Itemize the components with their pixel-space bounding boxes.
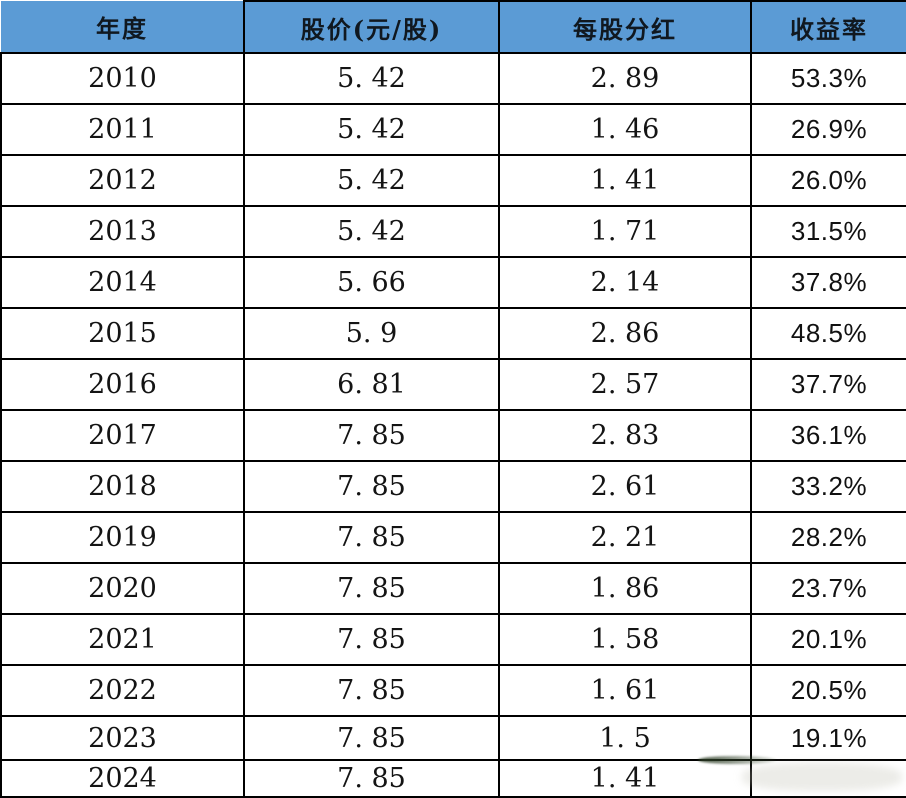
cell-year: 2017 (0, 409, 245, 462)
cell-year: 2022 (0, 664, 245, 717)
cell-price: 5. 42 (243, 154, 500, 207)
cell-dividend: 1. 5 (498, 715, 752, 761)
cell-year: 2020 (0, 562, 245, 615)
cell-dividend: 1. 61 (498, 664, 752, 717)
cell-yield: 20.5% (750, 664, 906, 717)
table-row: 2022 7. 85 1. 61 20.5% (0, 664, 906, 717)
cell-yield: 48.5% (750, 307, 906, 360)
table-row: 2013 5. 42 1. 71 31.5% (0, 205, 906, 258)
table-row: 2010 5. 42 2. 89 53.3% (0, 52, 906, 105)
cell-yield: 23.7% (750, 562, 906, 615)
table-row: 2020 7. 85 1. 86 23.7% (0, 562, 906, 615)
cell-year: 2011 (0, 103, 245, 156)
table-row: 2019 7. 85 2. 21 28.2% (0, 511, 906, 564)
table-row: 2012 5. 42 1. 41 26.0% (0, 154, 906, 207)
cell-year: 2018 (0, 460, 245, 513)
header-cell-yield: 收益率 (750, 0, 906, 54)
table-row: 2023 7. 85 1. 5 19.1% (0, 715, 906, 761)
cell-dividend: 2. 89 (498, 52, 752, 105)
cell-dividend: 2. 86 (498, 307, 752, 360)
cell-dividend: 2. 14 (498, 256, 752, 309)
cell-year: 2013 (0, 205, 245, 258)
cell-yield: 31.5% (750, 205, 906, 258)
cell-price: 5. 42 (243, 205, 500, 258)
table-row: 2017 7. 85 2. 83 36.1% (0, 409, 906, 462)
cell-dividend: 1. 86 (498, 562, 752, 615)
cell-price: 5. 42 (243, 103, 500, 156)
cell-price: 7. 85 (243, 511, 500, 564)
cell-dividend: 2. 21 (498, 511, 752, 564)
cell-year: 2014 (0, 256, 245, 309)
table-body: 2010 5. 42 2. 89 53.3% 2011 5. 42 1. 46 26.9% 20… (0, 52, 906, 798)
cell-year: 2016 (0, 358, 245, 411)
table-row: 2018 7. 85 2. 61 33.2% (0, 460, 906, 513)
cell-yield (750, 759, 906, 798)
cell-dividend: 2. 83 (498, 409, 752, 462)
cell-year: 2023 (0, 715, 245, 761)
cell-price: 7. 85 (243, 409, 500, 462)
header-cell-dividend: 每股分红 (498, 0, 752, 54)
table-row: 2021 7. 85 1. 58 20.1% (0, 613, 906, 666)
cell-yield: 33.2% (750, 460, 906, 513)
cell-yield: 28.2% (750, 511, 906, 564)
cell-yield: 26.9% (750, 103, 906, 156)
table-row: 2024 7. 85 1. 41 (0, 759, 906, 798)
cell-dividend: 1. 71 (498, 205, 752, 258)
cell-price: 7. 85 (243, 613, 500, 666)
cell-price: 7. 85 (243, 460, 500, 513)
cell-year: 2024 (0, 759, 245, 798)
cell-yield: 20.1% (750, 613, 906, 666)
cell-year: 2015 (0, 307, 245, 360)
cell-price: 7. 85 (243, 664, 500, 717)
table-header: 年度 股价(元/股) 每股分红 收益率 (1, 0, 906, 54)
table-row: 2014 5. 66 2. 14 37.8% (0, 256, 906, 309)
header-row: 年度 股价(元/股) 每股分红 收益率 (1, 0, 906, 54)
cell-yield: 37.7% (750, 358, 906, 411)
cell-dividend: 1. 46 (498, 103, 752, 156)
table-row: 2011 5. 42 1. 46 26.9% (0, 103, 906, 156)
cell-yield: 53.3% (750, 52, 906, 105)
cell-dividend: 1. 41 (498, 154, 752, 207)
cell-yield: 37.8% (750, 256, 906, 309)
cell-price: 7. 85 (243, 562, 500, 615)
cell-year: 2010 (0, 52, 245, 105)
table-row: 2015 5. 9 2. 86 48.5% (0, 307, 906, 360)
cell-price: 7. 85 (243, 759, 500, 798)
cell-yield: 19.1% (750, 715, 906, 761)
header-cell-year: 年度 (1, 1, 245, 54)
header-cell-price: 股价(元/股) (243, 0, 500, 54)
cell-price: 7. 85 (243, 715, 500, 761)
cell-price: 6. 81 (243, 358, 500, 411)
cell-yield: 26.0% (750, 154, 906, 207)
cell-price: 5. 42 (243, 52, 500, 105)
cell-dividend: 2. 61 (498, 460, 752, 513)
cell-price: 5. 9 (243, 307, 500, 360)
cell-dividend: 2. 57 (498, 358, 752, 411)
cell-dividend: 1. 41 (498, 759, 752, 798)
cell-year: 2012 (0, 154, 245, 207)
cell-dividend: 1. 58 (498, 613, 752, 666)
cell-year: 2021 (0, 613, 245, 666)
cell-year: 2019 (0, 511, 245, 564)
table-row: 2016 6. 81 2. 57 37.7% (0, 358, 906, 411)
cell-yield: 36.1% (750, 409, 906, 462)
cell-price: 5. 66 (243, 256, 500, 309)
